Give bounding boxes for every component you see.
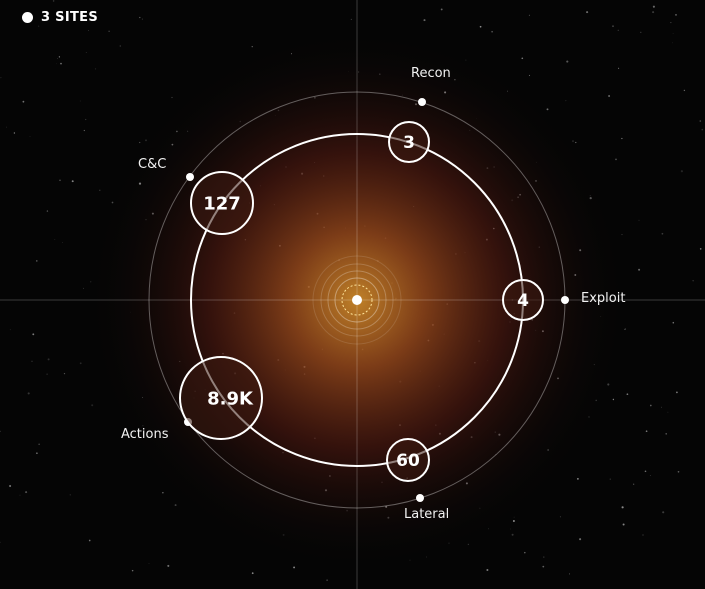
- exploit-node[interactable]: 4: [502, 279, 544, 321]
- cnc-count: 127: [203, 194, 241, 215]
- sites-dot-icon: [22, 12, 33, 23]
- lateral-label[interactable]: Lateral: [404, 507, 450, 522]
- sites-label: 3 SITES: [41, 10, 98, 25]
- recon-label[interactable]: Recon: [411, 66, 451, 81]
- lateral-node[interactable]: 60: [386, 438, 430, 482]
- cnc-label[interactable]: C&C: [138, 157, 167, 172]
- target-icon[interactable]: [312, 255, 402, 345]
- lateral-marker[interactable]: [416, 494, 424, 502]
- exploit-count: 4: [517, 291, 529, 311]
- lateral-count: 60: [396, 451, 420, 471]
- actions-node[interactable]: 8.9K: [179, 356, 263, 440]
- sites-indicator[interactable]: 3 SITES: [22, 10, 98, 25]
- exploit-marker[interactable]: [561, 296, 569, 304]
- exploit-label[interactable]: Exploit: [581, 291, 626, 306]
- actions-count: 8.9K: [207, 389, 254, 410]
- actions-label[interactable]: Actions: [121, 427, 169, 442]
- cnc-node[interactable]: 127: [190, 171, 254, 235]
- recon-count: 3: [403, 133, 415, 153]
- recon-marker[interactable]: [418, 98, 426, 106]
- recon-node[interactable]: 3: [388, 121, 430, 163]
- cnc-marker[interactable]: [186, 173, 194, 181]
